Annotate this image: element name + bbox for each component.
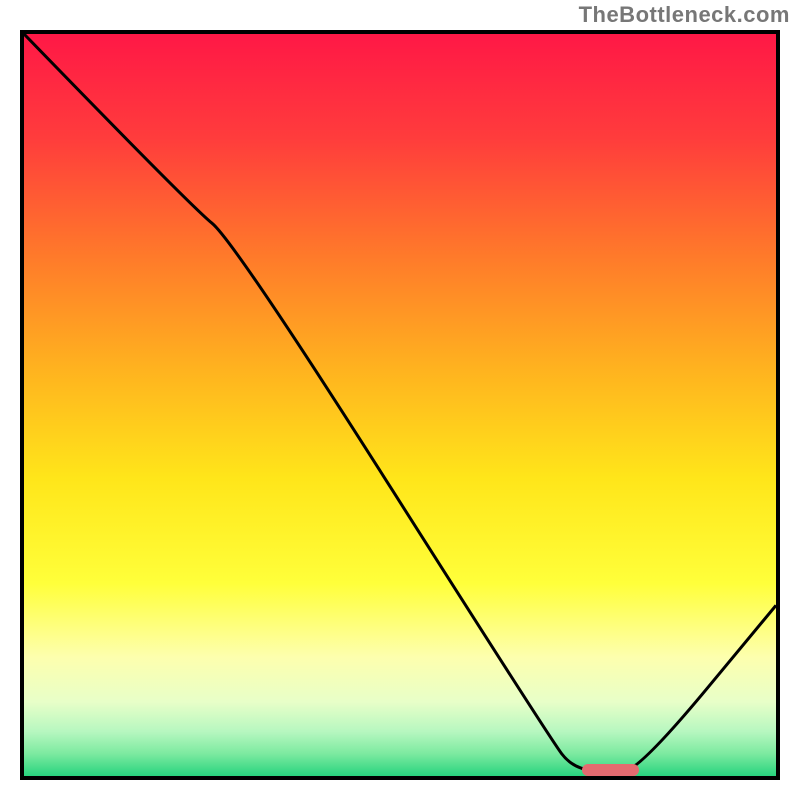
bottleneck-curve bbox=[24, 34, 776, 771]
chart-frame bbox=[20, 30, 780, 780]
optimal-marker bbox=[582, 764, 638, 776]
chart-svg bbox=[24, 34, 776, 776]
watermark-text: TheBottleneck.com bbox=[579, 2, 790, 28]
